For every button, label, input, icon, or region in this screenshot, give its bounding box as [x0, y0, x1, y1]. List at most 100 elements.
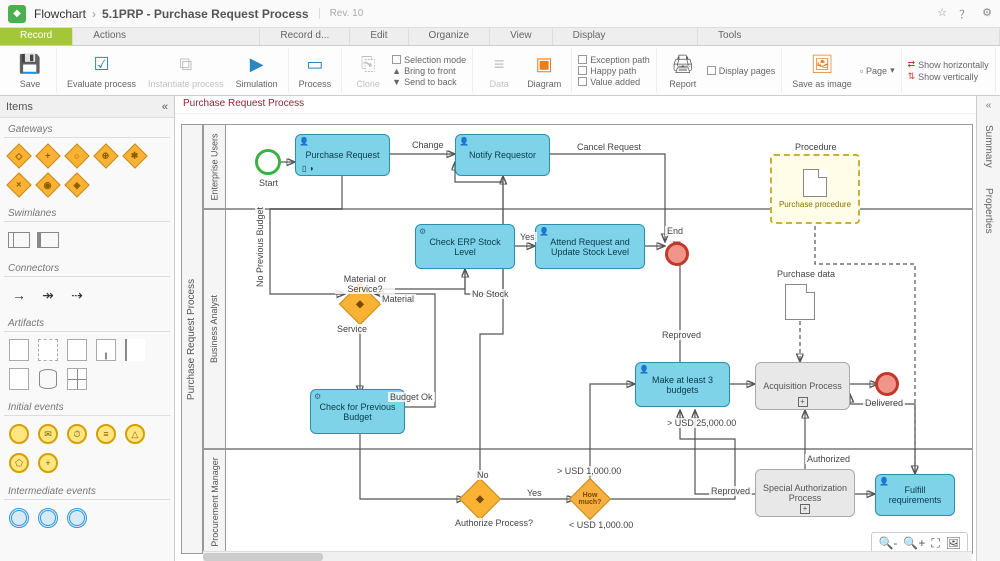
happy-path-toggle[interactable]: Happy path — [578, 66, 650, 76]
gateway-authorize[interactable]: ◆ — [465, 484, 495, 514]
data-button[interactable]: ≡Data — [479, 51, 519, 91]
artifact-annotation[interactable] — [122, 337, 148, 363]
task-purchase-request[interactable]: 👤Purchase Request▯ ◑ — [295, 134, 390, 176]
gateway-inclusive[interactable]: ○ — [64, 143, 90, 169]
breadcrumb-root[interactable]: Flowchart — [34, 7, 86, 21]
delivered-event[interactable] — [875, 372, 899, 396]
exception-path-toggle[interactable]: Exception path — [578, 55, 650, 65]
artifact-grid[interactable] — [64, 366, 90, 392]
zoom-out-icon[interactable]: 🔍- — [878, 536, 897, 551]
user-icon: 👤 — [459, 137, 469, 146]
h-scrollbar[interactable] — [203, 551, 972, 561]
selection-mode-toggle[interactable]: Selection mode — [392, 55, 466, 65]
instantiate-button[interactable]: ⧉Instantiate process — [144, 51, 228, 91]
items-header: Items« — [0, 96, 174, 118]
artifact-text[interactable] — [6, 366, 32, 392]
task-erp[interactable]: ⚙Check ERP Stock Level — [415, 224, 515, 269]
swimlane-pool[interactable] — [6, 227, 32, 253]
event-start-timer[interactable]: ⏱ — [64, 421, 90, 447]
procedure-group[interactable]: Purchase procedure — [770, 154, 860, 224]
collapse-right-icon[interactable]: « — [986, 100, 992, 111]
tab-view[interactable]: View — [490, 28, 553, 45]
end-event[interactable] — [665, 242, 689, 266]
event-inter-3[interactable] — [64, 505, 90, 531]
gateway-howmuch[interactable]: How much? — [575, 484, 605, 514]
show-horizontal-button[interactable]: ⇄Show horizontally — [908, 59, 989, 70]
label-reproved2: Reproved — [709, 486, 752, 496]
page-select[interactable]: ▫Page ▾ — [860, 65, 895, 76]
artifact-store[interactable] — [35, 366, 61, 392]
fit-icon[interactable]: ⛶ — [931, 536, 939, 551]
settings-icon[interactable]: ⚙ — [982, 6, 992, 22]
event-inter-1[interactable] — [6, 505, 32, 531]
artifact-collection[interactable]: ∥ — [93, 337, 119, 363]
diagram-button[interactable]: ▣Diagram — [523, 51, 565, 91]
event-inter-2[interactable] — [35, 505, 61, 531]
tab-edit[interactable]: Edit — [350, 28, 408, 45]
gw2-label: Authorize Process? — [453, 518, 535, 528]
zoom-in-icon[interactable]: 🔍+ — [903, 536, 925, 551]
connector-sequence[interactable]: → — [6, 282, 32, 308]
favorite-icon[interactable]: ☆ — [937, 6, 947, 22]
canvas[interactable]: Purchase Request Process Enterprise User… — [175, 114, 976, 561]
gw1-label: Material or Service? — [335, 274, 395, 294]
picture-icon[interactable]: 🖼 — [946, 536, 961, 551]
display-pages-toggle[interactable]: Display pages — [707, 66, 776, 76]
send-back-button[interactable]: ▼Send to back — [392, 77, 466, 87]
data-object[interactable] — [785, 284, 815, 320]
label-no: No — [475, 470, 491, 480]
artifact-data[interactable] — [64, 337, 90, 363]
clone-button[interactable]: ⎘Clone — [348, 51, 388, 91]
task-notify[interactable]: 👤Notify Requestor — [455, 134, 550, 176]
event-start-conditional[interactable]: ≡ — [93, 421, 119, 447]
event-start-message[interactable]: ✉ — [35, 421, 61, 447]
bring-front-button[interactable]: ▲Bring to front — [392, 66, 466, 76]
simulation-button[interactable]: ▶Simulation — [232, 51, 282, 91]
tab-record-d[interactable]: Record d... — [260, 28, 350, 45]
process-button[interactable]: ▭Process — [295, 51, 336, 91]
report-button[interactable]: 🖨Report — [663, 51, 703, 91]
proc-label: Procedure — [793, 142, 839, 152]
save-image-button[interactable]: 🖼Save as image — [788, 51, 856, 91]
help-icon[interactable]: ？ — [959, 6, 970, 22]
collapse-left-icon[interactable]: « — [162, 101, 168, 113]
tab-record[interactable]: Record — [0, 28, 73, 45]
gateway-event[interactable]: ⊕ — [93, 143, 119, 169]
right-panel: « Summary Properties — [976, 96, 1000, 561]
tab-display[interactable]: Display — [553, 28, 698, 45]
gateway-complex[interactable]: ✱ — [122, 143, 148, 169]
artifact-doc[interactable] — [6, 337, 32, 363]
gateway-exclusive[interactable]: ◇ — [6, 143, 32, 169]
start-event[interactable] — [255, 149, 281, 175]
show-vertical-button[interactable]: ⇅Show vertically — [908, 71, 989, 82]
task-acquisition[interactable]: Acquisition Process+ — [755, 362, 850, 410]
gateway-other[interactable]: ◈ — [64, 172, 90, 198]
tab-tools[interactable]: Tools — [698, 28, 1000, 45]
tab-properties[interactable]: Properties — [981, 182, 996, 240]
event-start-signal[interactable]: △ — [122, 421, 148, 447]
data-icon: ≡ — [487, 53, 511, 77]
event-start-multiple[interactable]: ⬠ — [6, 450, 32, 476]
task-fulfill[interactable]: 👤Fulfill requirements — [875, 474, 955, 516]
value-added-toggle[interactable]: Value added — [578, 77, 650, 87]
tab-organize[interactable]: Organize — [409, 28, 491, 45]
gateway-or[interactable]: ◉ — [35, 172, 61, 198]
user-icon: 👤 — [639, 365, 649, 374]
pool-label[interactable]: Purchase Request Process — [181, 124, 203, 554]
tab-summary[interactable]: Summary — [981, 119, 996, 174]
task-make-budgets[interactable]: 👤Make at least 3 budgets — [635, 362, 730, 407]
gateway-xor[interactable]: × — [6, 172, 32, 198]
save-button[interactable]: 💾Save — [10, 51, 50, 91]
connector-message[interactable]: ⇢ — [64, 282, 90, 308]
event-start-parallel[interactable]: + — [35, 450, 61, 476]
event-start-none[interactable] — [6, 421, 32, 447]
tab-actions[interactable]: Actions — [73, 28, 260, 45]
gateway-parallel[interactable]: + — [35, 143, 61, 169]
task-special-auth[interactable]: Special Authorization Process+ — [755, 469, 855, 517]
evaluate-button[interactable]: ☑Evaluate process — [63, 51, 140, 91]
artifact-group[interactable] — [35, 337, 61, 363]
connector-default[interactable]: ↠ — [35, 282, 61, 308]
clone-icon: ⎘ — [356, 53, 380, 77]
task-attend[interactable]: 👤Attend Request and Update Stock Level — [535, 224, 645, 269]
swimlane-lane[interactable] — [35, 227, 61, 253]
